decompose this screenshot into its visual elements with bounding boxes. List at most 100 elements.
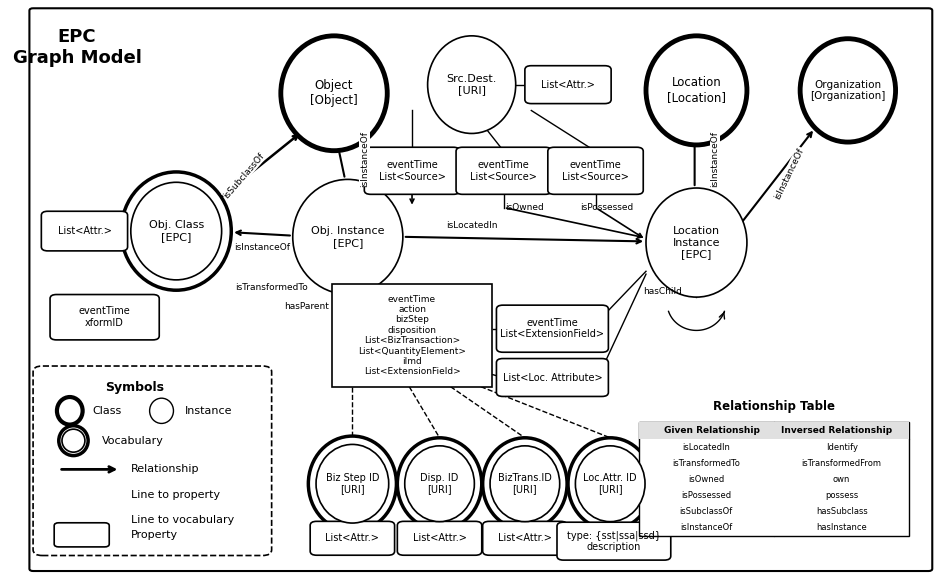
FancyBboxPatch shape [41, 211, 128, 251]
Text: eventTime
action
bizStep
disposition
List<BizTransaction>
List<QuantityElement>
: eventTime action bizStep disposition Lis… [358, 295, 466, 376]
FancyArrowPatch shape [410, 193, 414, 203]
Ellipse shape [800, 39, 896, 142]
Ellipse shape [121, 172, 231, 290]
Text: isPossessed: isPossessed [681, 491, 731, 500]
Text: Given Relationship: Given Relationship [663, 426, 759, 435]
Text: own: own [833, 475, 851, 484]
Text: List<Attr.>: List<Attr.> [498, 533, 551, 544]
FancyArrowPatch shape [736, 132, 812, 230]
Bar [332, 284, 492, 387]
FancyArrowPatch shape [693, 136, 697, 185]
Ellipse shape [575, 446, 645, 522]
FancyBboxPatch shape [525, 66, 611, 104]
FancyBboxPatch shape [50, 294, 159, 340]
Text: hasSubclass: hasSubclass [816, 507, 868, 516]
Text: hasInstance: hasInstance [816, 523, 867, 533]
Text: isTransformedTo: isTransformedTo [235, 283, 308, 292]
Text: Obj. Instance
[EPC]: Obj. Instance [EPC] [311, 226, 385, 248]
Text: Symbols: Symbols [105, 381, 165, 394]
Text: isSubclassOf: isSubclassOf [222, 151, 266, 200]
Text: Inversed Relationship: Inversed Relationship [781, 426, 892, 435]
Text: type: {sst|ssa|ssd}
description: type: {sst|ssa|ssd} description [566, 530, 661, 552]
Ellipse shape [293, 179, 403, 294]
Text: Location
Instance
[EPC]: Location Instance [EPC] [673, 226, 720, 259]
FancyArrowPatch shape [350, 286, 366, 293]
Ellipse shape [646, 188, 747, 297]
FancyArrowPatch shape [506, 208, 642, 238]
FancyBboxPatch shape [497, 305, 609, 352]
Ellipse shape [150, 398, 173, 424]
Text: List<Attr.>: List<Attr.> [326, 533, 379, 544]
FancyBboxPatch shape [548, 147, 644, 194]
FancyBboxPatch shape [364, 147, 460, 194]
Text: List<Attr.>: List<Attr.> [57, 226, 111, 236]
Ellipse shape [427, 36, 516, 133]
Text: Disp. ID
[URI]: Disp. ID [URI] [421, 473, 459, 494]
FancyArrowPatch shape [343, 282, 347, 288]
Ellipse shape [405, 446, 474, 522]
FancyBboxPatch shape [557, 522, 671, 560]
Text: Line to vocabulary: Line to vocabulary [131, 515, 234, 525]
Text: BizTrans.ID
[URI]: BizTrans.ID [URI] [498, 473, 551, 494]
Text: isInstanceOf: isInstanceOf [710, 131, 719, 187]
Text: isPossessed: isPossessed [580, 203, 633, 212]
Text: Object
[Object]: Object [Object] [311, 79, 358, 107]
Text: Obj. Class
[EPC]: Obj. Class [EPC] [149, 220, 204, 242]
FancyBboxPatch shape [55, 523, 109, 547]
Text: Identify: Identify [825, 443, 857, 452]
Ellipse shape [309, 436, 396, 531]
Bar [639, 422, 909, 439]
Ellipse shape [568, 438, 652, 530]
Ellipse shape [58, 426, 88, 456]
Text: Organization
[Organization]: Organization [Organization] [810, 80, 885, 101]
FancyArrowPatch shape [236, 231, 290, 235]
FancyArrowPatch shape [598, 209, 642, 237]
FancyArrowPatch shape [336, 141, 344, 177]
FancyBboxPatch shape [483, 522, 567, 555]
Text: Biz Step ID
[URI]: Biz Step ID [URI] [326, 473, 379, 494]
Text: Property: Property [131, 530, 179, 540]
Text: isTransformedTo: isTransformedTo [673, 459, 741, 468]
Ellipse shape [62, 429, 85, 452]
Text: eventTime
List<Source>: eventTime List<Source> [470, 160, 537, 182]
Ellipse shape [490, 446, 560, 522]
Text: eventTime
List<Source>: eventTime List<Source> [378, 160, 445, 182]
Text: Relationship Table: Relationship Table [713, 400, 835, 413]
Text: isInstanceOf: isInstanceOf [680, 523, 732, 533]
Text: Src.Dest.
[URI]: Src.Dest. [URI] [446, 74, 497, 95]
Text: eventTime
xformID: eventTime xformID [79, 306, 131, 328]
Text: Vocabulary: Vocabulary [102, 436, 164, 445]
Ellipse shape [316, 444, 389, 523]
Text: isOwned: isOwned [688, 475, 725, 484]
Text: eventTime
List<ExtensionField>: eventTime List<ExtensionField> [501, 318, 604, 339]
FancyBboxPatch shape [33, 366, 272, 556]
Text: isOwned: isOwned [505, 203, 544, 212]
Text: Relationship: Relationship [131, 464, 199, 474]
FancyBboxPatch shape [456, 147, 551, 194]
Ellipse shape [397, 438, 482, 530]
Text: Line to property: Line to property [131, 490, 220, 500]
FancyArrowPatch shape [215, 135, 297, 202]
Text: Loc.Attr. ID
[URI]: Loc.Attr. ID [URI] [583, 473, 637, 494]
FancyBboxPatch shape [497, 358, 609, 396]
FancyBboxPatch shape [397, 522, 482, 555]
FancyBboxPatch shape [311, 522, 394, 555]
Text: isInstanceOf: isInstanceOf [773, 147, 805, 201]
Text: hasParent: hasParent [284, 302, 329, 312]
Text: isLocatedIn: isLocatedIn [682, 443, 730, 452]
Ellipse shape [131, 182, 222, 280]
Text: isInstanceOf: isInstanceOf [234, 242, 291, 252]
Ellipse shape [646, 36, 747, 145]
Text: Class: Class [93, 406, 122, 416]
Ellipse shape [280, 36, 388, 151]
FancyBboxPatch shape [29, 8, 933, 571]
Text: isLocatedIn: isLocatedIn [446, 221, 498, 230]
Text: List<Attr.>: List<Attr.> [412, 533, 467, 544]
Text: Location
[Location]: Location [Location] [667, 76, 726, 104]
Ellipse shape [57, 397, 83, 425]
Text: List<Loc. Attribute>: List<Loc. Attribute> [502, 373, 602, 383]
Text: isInstanceOf: isInstanceOf [359, 131, 369, 187]
Text: isSubclassOf: isSubclassOf [679, 507, 733, 516]
Text: Instance: Instance [184, 406, 232, 416]
Ellipse shape [483, 438, 567, 530]
